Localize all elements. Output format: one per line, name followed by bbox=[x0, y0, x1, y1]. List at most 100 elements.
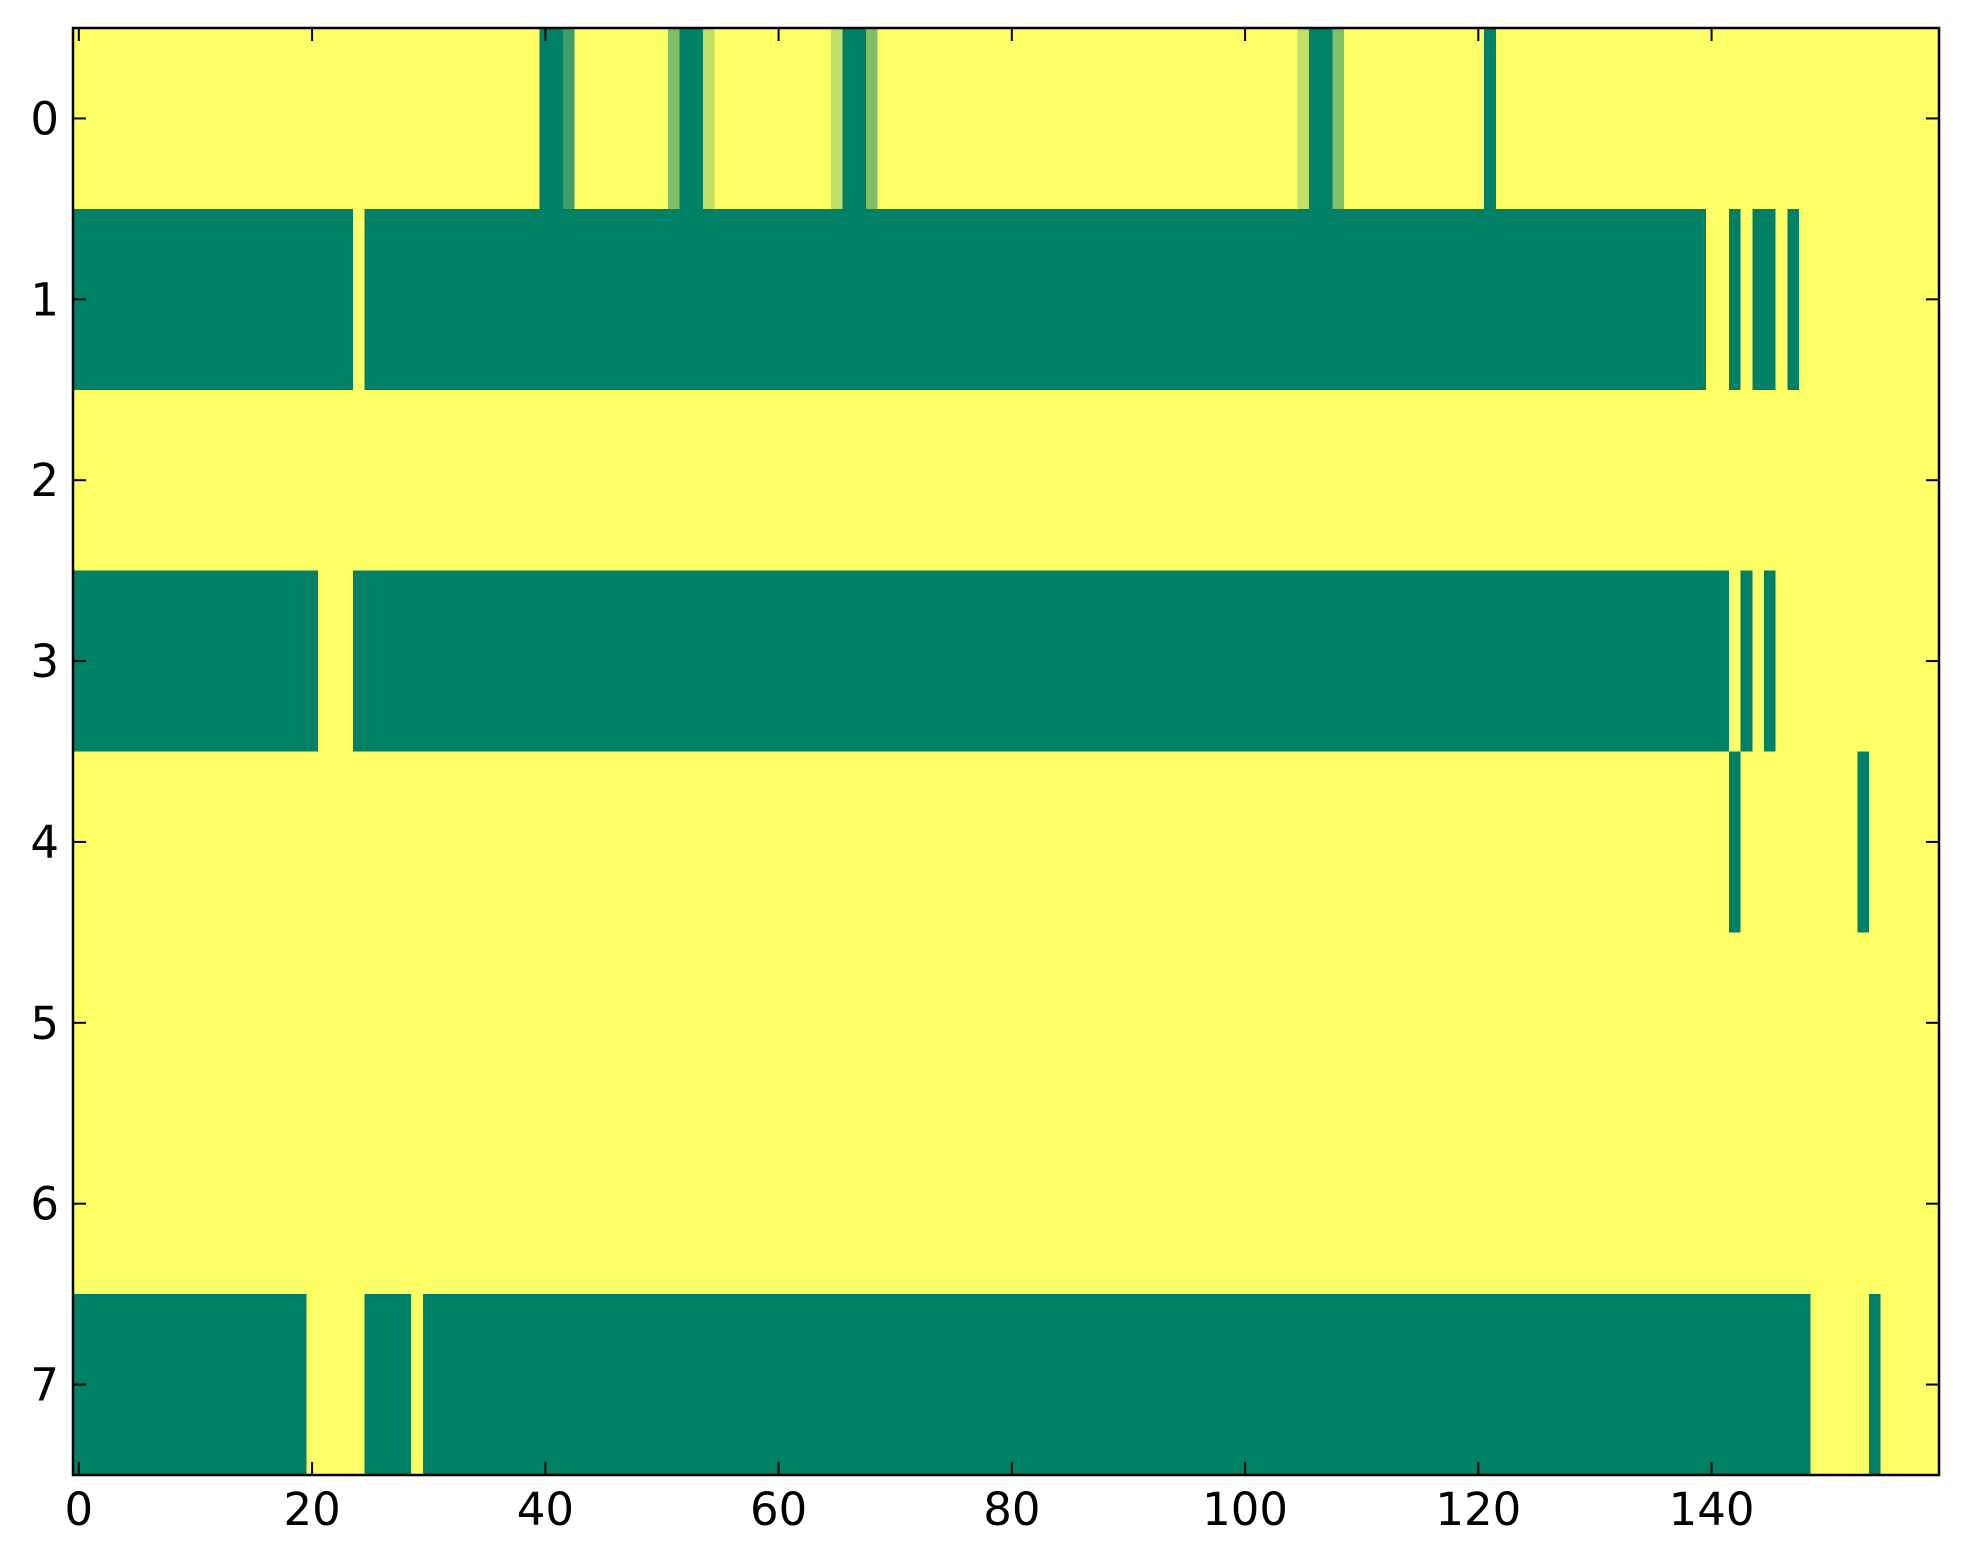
cell bbox=[317, 570, 331, 753]
cell bbox=[1542, 389, 1555, 572]
cell bbox=[317, 751, 331, 933]
cell bbox=[422, 389, 436, 572]
cell bbox=[1274, 570, 1287, 753]
cell bbox=[1309, 1294, 1322, 1476]
cell bbox=[364, 1294, 377, 1476]
cell bbox=[971, 389, 984, 572]
cell bbox=[807, 932, 820, 1114]
cell bbox=[1670, 1294, 1684, 1476]
cell bbox=[994, 208, 1007, 391]
cell bbox=[994, 1113, 1007, 1295]
cell bbox=[574, 751, 587, 933]
cell bbox=[726, 389, 739, 572]
cell bbox=[1390, 570, 1404, 753]
cell bbox=[1880, 208, 1893, 391]
cell bbox=[84, 28, 97, 210]
cell bbox=[1122, 389, 1135, 572]
cell bbox=[259, 932, 272, 1114]
cell bbox=[1052, 389, 1065, 572]
cell bbox=[1612, 1294, 1625, 1476]
cell bbox=[527, 932, 541, 1114]
cell bbox=[1752, 208, 1765, 391]
cell bbox=[877, 1113, 890, 1295]
cell bbox=[1017, 1113, 1030, 1295]
cell bbox=[516, 751, 529, 933]
cell bbox=[1344, 751, 1357, 933]
cell bbox=[947, 751, 960, 933]
cell bbox=[1810, 751, 1823, 933]
cell bbox=[644, 570, 657, 753]
cell bbox=[224, 1113, 237, 1295]
cell bbox=[1495, 751, 1509, 933]
cell bbox=[1367, 932, 1380, 1114]
cell bbox=[1519, 932, 1532, 1114]
cell bbox=[527, 1294, 541, 1476]
cell bbox=[294, 28, 307, 210]
cell bbox=[1705, 570, 1719, 753]
cell bbox=[1729, 1113, 1742, 1295]
cell bbox=[1647, 28, 1660, 210]
cell bbox=[1320, 389, 1334, 572]
cell bbox=[1262, 28, 1275, 210]
cell bbox=[131, 1294, 144, 1476]
cell bbox=[1717, 389, 1730, 572]
cell bbox=[1064, 28, 1077, 210]
cell bbox=[901, 751, 914, 933]
cell bbox=[1274, 208, 1287, 391]
cell bbox=[154, 389, 167, 572]
cell bbox=[469, 751, 482, 933]
cell bbox=[247, 1294, 261, 1476]
cell bbox=[1180, 208, 1194, 391]
y-tick-label: 0 bbox=[30, 92, 59, 145]
cell bbox=[189, 208, 202, 391]
cell bbox=[609, 1294, 622, 1476]
cell bbox=[504, 1113, 517, 1295]
cell bbox=[1810, 28, 1823, 210]
cell bbox=[1110, 208, 1124, 391]
cell bbox=[842, 208, 855, 391]
cell bbox=[784, 570, 797, 753]
cell bbox=[1262, 932, 1275, 1114]
cell bbox=[691, 932, 704, 1114]
cell bbox=[924, 208, 937, 391]
cell bbox=[422, 751, 436, 933]
cell bbox=[621, 1294, 634, 1476]
cell bbox=[1414, 389, 1427, 572]
cell bbox=[329, 570, 342, 753]
cell bbox=[1355, 570, 1369, 753]
cell bbox=[1344, 1113, 1357, 1295]
cell bbox=[1484, 389, 1497, 572]
cell bbox=[1460, 570, 1474, 753]
cell bbox=[177, 389, 191, 572]
cell bbox=[1250, 932, 1264, 1114]
cell bbox=[1577, 208, 1590, 391]
cell bbox=[259, 389, 272, 572]
cell bbox=[1134, 389, 1147, 572]
cell bbox=[1764, 570, 1777, 753]
cell bbox=[714, 1294, 727, 1476]
cell bbox=[131, 1113, 144, 1295]
cell bbox=[796, 208, 809, 391]
cell bbox=[282, 28, 296, 210]
cell bbox=[959, 208, 972, 391]
cell bbox=[469, 932, 482, 1114]
cell bbox=[761, 28, 774, 210]
cell bbox=[201, 208, 214, 391]
y-tick-label: 6 bbox=[30, 1178, 59, 1231]
cell bbox=[282, 932, 296, 1114]
cell bbox=[772, 28, 786, 210]
cell bbox=[784, 28, 797, 210]
cell bbox=[1869, 1294, 1882, 1476]
cell bbox=[1355, 28, 1369, 210]
cell bbox=[469, 389, 482, 572]
cell bbox=[1542, 208, 1555, 391]
cell bbox=[1110, 932, 1124, 1114]
cell bbox=[457, 1294, 471, 1476]
cell bbox=[819, 389, 832, 572]
cell bbox=[621, 570, 634, 753]
cell bbox=[714, 751, 727, 933]
cell bbox=[1087, 570, 1100, 753]
cell bbox=[1495, 389, 1509, 572]
cell bbox=[562, 1113, 576, 1295]
